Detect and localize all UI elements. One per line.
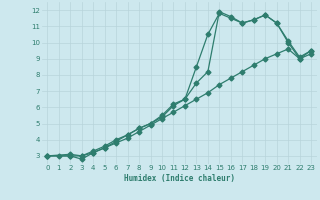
X-axis label: Humidex (Indice chaleur): Humidex (Indice chaleur)	[124, 174, 235, 183]
